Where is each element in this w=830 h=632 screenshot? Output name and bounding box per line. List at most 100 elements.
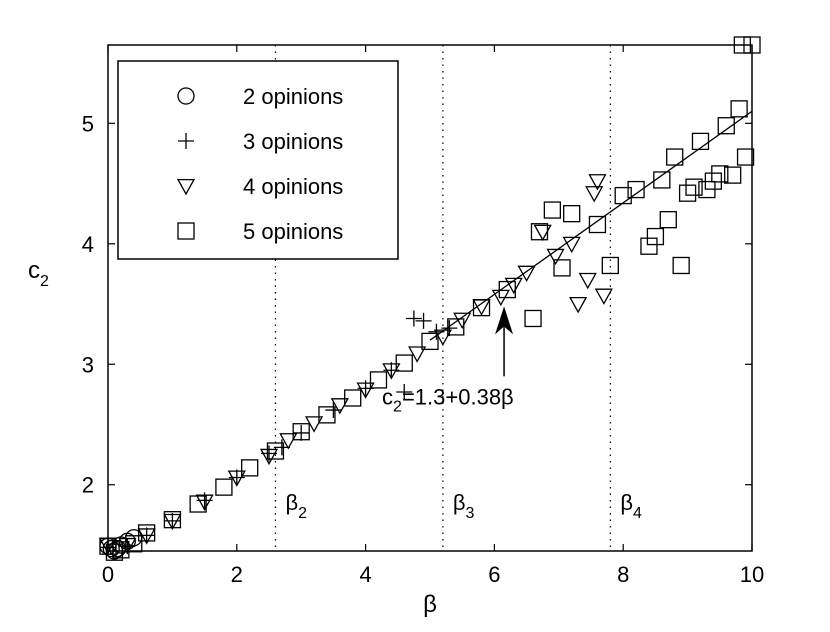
- data-point-triangle-down: [546, 248, 565, 266]
- data-point-square: [724, 166, 742, 184]
- data-point-square: [691, 132, 710, 151]
- legend-marker-plus: [178, 133, 194, 149]
- legend-entries: 2 opinions 3 opinions 4 opinions 5 opinions: [176, 84, 343, 244]
- data-point-square: [344, 389, 362, 407]
- data-point-triangle-down: [517, 265, 536, 283]
- data-point-triangle-down: [356, 382, 375, 399]
- legend-label: 3 opinions: [243, 129, 343, 154]
- data-point-square: [318, 406, 336, 424]
- x-tick-label: 0: [102, 562, 114, 587]
- data-point-triangle-down: [504, 277, 523, 295]
- data-point-square: [730, 100, 748, 118]
- legend-label: 5 opinions: [243, 219, 343, 244]
- legend-marker-square: [177, 222, 195, 240]
- data-point-square: [112, 541, 130, 559]
- data-point-square: [685, 178, 703, 196]
- data-point-square: [646, 227, 665, 246]
- data-point-triangle-down: [569, 296, 588, 314]
- data-point-triangle-down: [304, 416, 324, 433]
- data-point-square: [733, 36, 751, 54]
- data-point-square: [292, 423, 310, 441]
- x-axis: 0 2 4 6 8 10: [102, 45, 764, 587]
- data-point-triangle-down: [137, 528, 156, 545]
- data-point-square: [553, 259, 571, 277]
- vertical-line-label: β3: [453, 490, 475, 522]
- data-point-square: [601, 256, 619, 275]
- data-point-square: [717, 117, 735, 135]
- data-point-square: [498, 280, 516, 299]
- data-point-triangle-down: [453, 312, 472, 330]
- data-point-triangle-down: [259, 448, 279, 466]
- vertical-lines: β2 β3 β4: [274, 45, 642, 551]
- legend-label: 2 opinions: [243, 84, 343, 109]
- data-point-square: [666, 148, 684, 166]
- data-point-triangle-down: [533, 224, 552, 242]
- data-point-square: [736, 148, 755, 166]
- legend-marker-circle: [177, 87, 195, 105]
- vertical-line-label-sub: 3: [466, 505, 475, 522]
- data-point-square: [627, 180, 645, 199]
- data-point-plus: [293, 424, 310, 441]
- data-point-square: [189, 495, 207, 513]
- data-point-triangle-down: [118, 537, 137, 555]
- data-point-triangle-down: [408, 346, 427, 363]
- annotation-text-rest: =1.3+0.38β: [402, 384, 514, 409]
- data-point-square: [369, 371, 388, 389]
- data-point-square: [678, 184, 697, 202]
- data-point-square: [640, 237, 658, 255]
- x-tick-label: 6: [488, 562, 500, 587]
- x-tick-label: 2: [231, 562, 243, 587]
- data-point-triangle-down: [594, 288, 613, 305]
- data-point-square: [563, 205, 581, 223]
- data-point-square: [215, 478, 233, 496]
- data-point-triangle-down: [578, 272, 597, 290]
- y-tick-label: 3: [82, 352, 94, 377]
- legend-marker-triangle-down: [176, 178, 196, 196]
- data-point-square: [105, 543, 124, 561]
- vertical-line-label: β2: [285, 490, 307, 522]
- series-square: [99, 36, 761, 561]
- x-tick-label: 4: [359, 562, 371, 587]
- data-points: [98, 36, 761, 561]
- data-point-square: [614, 186, 632, 205]
- vertical-line-label-base: β: [620, 490, 633, 515]
- y-axis-label: c2: [28, 257, 49, 290]
- x-tick-label: 8: [617, 562, 629, 587]
- legend-label: 4 opinions: [243, 174, 343, 199]
- y-tick-label: 4: [82, 232, 94, 257]
- data-point-square: [711, 165, 729, 183]
- data-point-square: [447, 318, 465, 336]
- x-tick-label: 10: [740, 562, 764, 587]
- data-point-square: [743, 36, 761, 54]
- data-point-square: [125, 535, 143, 553]
- legend: 2 opinions 3 opinions 4 opinions 5 opinions: [117, 60, 399, 260]
- annotation: c2=1.3+0.38β: [382, 306, 514, 415]
- data-point-square: [241, 459, 259, 477]
- data-point-square: [395, 354, 413, 372]
- data-point-square: [672, 256, 690, 275]
- y-tick-label: 2: [82, 473, 94, 498]
- data-point-square: [137, 524, 156, 542]
- annotation-arrow-head: [495, 306, 514, 335]
- series-triangle-down: [98, 174, 613, 555]
- data-point-square: [472, 298, 491, 317]
- data-point-plus: [415, 312, 432, 329]
- data-point-square: [99, 537, 117, 555]
- annotation-text-base: c: [382, 384, 393, 409]
- data-point-square: [704, 172, 723, 190]
- data-point-triangle-down: [330, 398, 349, 415]
- data-point-square: [266, 442, 285, 460]
- vertical-line-label-sub: 4: [633, 505, 642, 522]
- data-point-plus: [396, 383, 413, 400]
- data-point-triangle-down: [382, 363, 401, 380]
- y-axis-label-base: c: [28, 257, 40, 284]
- annotation-text-sub: 2: [393, 398, 402, 415]
- data-point-square: [421, 332, 439, 351]
- vertical-line-label: β4: [620, 490, 642, 522]
- data-point-triangle-down: [562, 236, 581, 254]
- data-point-square: [163, 511, 182, 529]
- data-point-plus: [405, 310, 422, 327]
- y-tick-label: 5: [82, 111, 94, 136]
- data-point-square: [653, 171, 671, 189]
